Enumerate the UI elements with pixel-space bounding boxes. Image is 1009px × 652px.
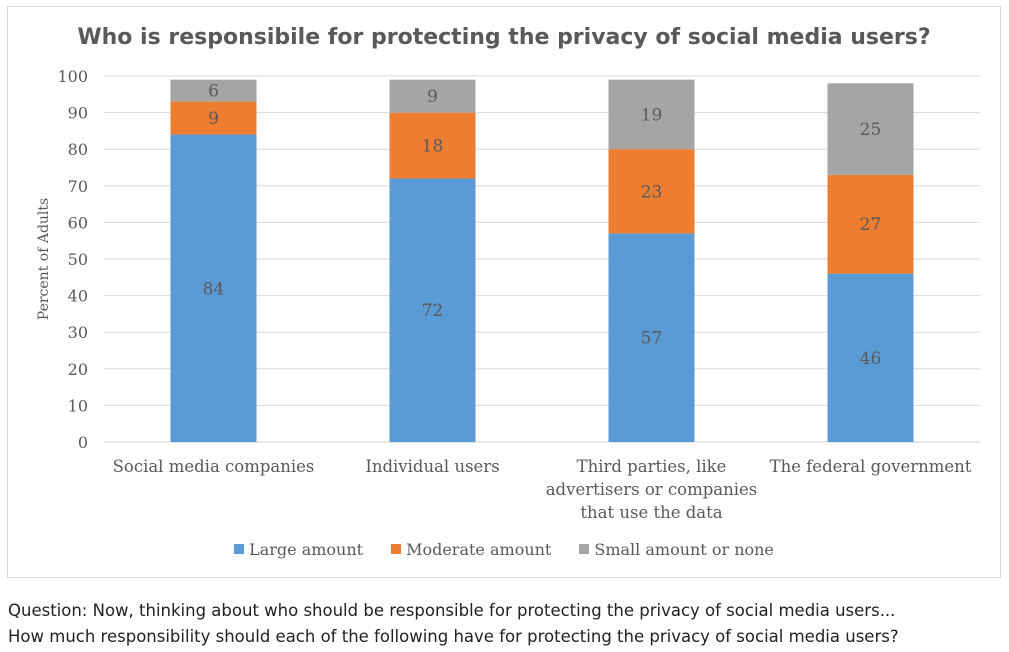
bar-segment [608, 79, 695, 150]
chart-legend: Large amount Moderate amount Small amount … [8, 540, 1000, 559]
y-tick-label: 10 [68, 396, 88, 415]
legend-item: Large amount [234, 540, 363, 559]
data-label: 9 [208, 109, 219, 129]
bar-segment [827, 83, 914, 175]
y-tick-label: 70 [68, 177, 88, 196]
data-label: 25 [860, 120, 882, 140]
legend-label: Small amount or none [594, 540, 774, 559]
data-label: 57 [641, 329, 663, 349]
x-tick-label: The federal government [770, 457, 972, 476]
bar-segment [170, 79, 257, 102]
data-label: 19 [641, 105, 663, 125]
y-tick-label: 0 [78, 433, 88, 452]
legend-swatch [234, 544, 245, 554]
y-tick-label: 80 [68, 140, 88, 159]
bar-segment [170, 101, 257, 135]
bar-segment [827, 273, 914, 442]
caption-line-2: How much responsibility should each of t… [8, 627, 899, 646]
data-label: 9 [427, 87, 438, 107]
data-label: 72 [422, 301, 444, 321]
y-tick-label: 100 [57, 67, 88, 86]
legend-item: Moderate amount [391, 540, 551, 559]
y-tick-label: 20 [68, 360, 88, 379]
legend-label: Large amount [249, 540, 364, 559]
caption-line-1: Question: Now, thinking about who should… [8, 601, 896, 620]
y-tick-label: 50 [68, 250, 88, 269]
stacked-bar-chart: 0 10 20 30 40 50 60 70 80 90 100 Percent of Adults 8… [36, 67, 980, 522]
data-label: 18 [422, 137, 444, 157]
data-label: 46 [860, 349, 882, 369]
bar-segment [170, 134, 257, 442]
bar-segment [608, 233, 695, 442]
data-label: 84 [203, 279, 225, 299]
chart-frame: Who is responsibile for protecting the p… [7, 6, 1001, 578]
x-tick-label: Social media companies [113, 457, 315, 476]
bar-segment [608, 149, 695, 234]
legend-label: Moderate amount [406, 540, 552, 559]
y-tick-label: 90 [68, 104, 88, 123]
legend-swatch [391, 544, 402, 554]
legend-item: Small amount or none [579, 540, 774, 559]
bar-segment [389, 178, 476, 443]
x-tick-label: Third parties, like [577, 457, 727, 476]
y-tick-label: 30 [68, 323, 88, 342]
bar-segment [389, 79, 476, 113]
x-tick-label: advertisers or companies [546, 480, 758, 499]
y-axis-label: Percent of Adults [36, 198, 52, 320]
x-tick-label: that use the data [580, 503, 722, 522]
x-tick-label: Individual users [365, 457, 499, 476]
bar-segment [827, 174, 914, 274]
data-label: 23 [641, 182, 663, 202]
legend-swatch [579, 544, 590, 554]
data-label: 6 [208, 82, 219, 102]
bar-segment [389, 112, 476, 179]
question-caption: Question: Now, thinking about who should… [8, 598, 1003, 650]
y-tick-label: 40 [68, 287, 88, 306]
y-tick-label: 60 [68, 213, 88, 232]
chart-title: Who is responsibile for protecting the p… [77, 25, 931, 50]
data-label: 27 [860, 215, 882, 235]
